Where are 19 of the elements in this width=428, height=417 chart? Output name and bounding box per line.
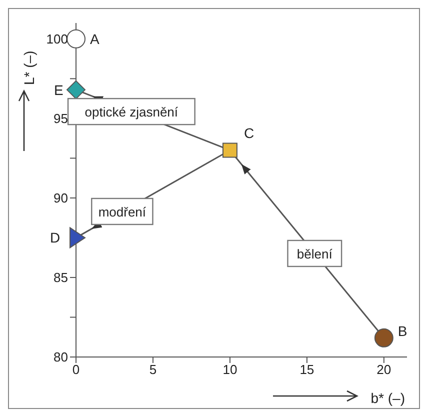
x-tick-label: 15 — [300, 362, 314, 378]
x-tick-label: 20 — [376, 362, 392, 378]
series-label: D — [50, 230, 60, 246]
y-tick-label: 90 — [54, 190, 68, 206]
x-tick-label: 5 — [149, 362, 157, 378]
series-label: B — [398, 322, 408, 339]
annotation: modření — [98, 204, 146, 220]
x-tick-label: 10 — [222, 362, 238, 378]
x-axis-title: b* (–) — [370, 390, 405, 406]
y-axis-title: L* (–) — [21, 50, 37, 85]
series-label: C — [244, 125, 254, 142]
annotation: optické zjasnění — [84, 104, 178, 120]
annotation: bělení — [296, 246, 333, 262]
series-label: E — [54, 82, 64, 98]
y-tick-label: 80 — [54, 350, 68, 365]
series-label: A — [90, 30, 100, 47]
x-tick-label: 0 — [72, 362, 80, 378]
y-tick-label: 85 — [54, 270, 68, 286]
y-tick-label: 95 — [54, 111, 68, 126]
